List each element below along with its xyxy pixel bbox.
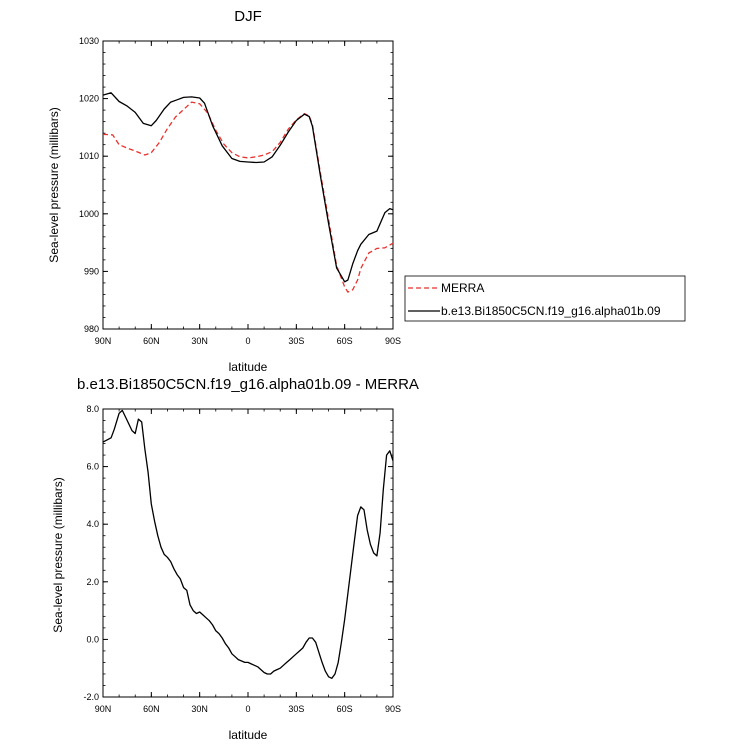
bottom-y-tick-label: 4.0 bbox=[86, 519, 99, 529]
top-y-tick-label: 1000 bbox=[79, 209, 99, 219]
legend: MERRA b.e13.Bi1850C5CN.f19_g16.alpha01b.… bbox=[404, 275, 686, 322]
bottom-series-line-0 bbox=[102, 409, 394, 679]
bottom-x-tick-label: 30S bbox=[288, 704, 304, 714]
top-chart-title: DJF bbox=[234, 8, 262, 25]
top-x-tick-label: 0 bbox=[245, 336, 250, 346]
legend-label-merra: MERRA bbox=[441, 281, 484, 295]
bottom-x-tick-label: 90N bbox=[95, 704, 112, 714]
bottom-series-lines bbox=[102, 409, 394, 679]
bottom-y-axis-label: Sea-level pressure (millibars) bbox=[51, 477, 65, 632]
difference-panel: b.e13.Bi1850C5CN.f19_g16.alpha01b.09 - M… bbox=[51, 376, 419, 742]
legend-box bbox=[404, 275, 686, 322]
bottom-y-tick-label: 0.0 bbox=[86, 634, 99, 644]
bottom-y-tick-label: -2.0 bbox=[83, 692, 99, 702]
bottom-chart-title: b.e13.Bi1850C5CN.f19_g16.alpha01b.09 - M… bbox=[77, 376, 419, 393]
bottom-y-tick-label: 2.0 bbox=[86, 577, 99, 587]
bottom-plot-frame bbox=[102, 408, 394, 698]
top-y-tick-label: 1030 bbox=[79, 36, 99, 46]
top-x-tick-label: 90N bbox=[95, 336, 112, 346]
bottom-x-tick-label: 0 bbox=[245, 704, 250, 714]
legend-label-model: b.e13.Bi1850C5CN.f19_g16.alpha01b.09 bbox=[441, 304, 661, 318]
top-y-tick-label: 1020 bbox=[79, 94, 99, 104]
top-y-tick-label: 990 bbox=[84, 266, 99, 276]
top-y-axis-label: Sea-level pressure (millibars) bbox=[47, 107, 61, 262]
bottom-y-tick-label: 8.0 bbox=[86, 404, 99, 414]
top-y-tick-label: 980 bbox=[84, 324, 99, 334]
bottom-x-tick-label: 60S bbox=[337, 704, 353, 714]
top-y-tick-label: 1010 bbox=[79, 151, 99, 161]
top-plot-frame bbox=[102, 40, 394, 330]
bottom-x-tick-label: 30N bbox=[191, 704, 208, 714]
top-x-tick-label: 60S bbox=[337, 336, 353, 346]
top-x-tick-label: 90S bbox=[385, 336, 401, 346]
top-x-tick-label: 30S bbox=[288, 336, 304, 346]
top-series-lines bbox=[102, 92, 394, 293]
djf-panel: DJF 90N 60N 30N 0 30S 60S 90S 980 990 1000 1010 102… bbox=[47, 8, 686, 374]
top-x-axis-label: latitude bbox=[229, 360, 268, 374]
bottom-axes: 90N 60N 30N 0 30S 60S 90S -2.0 0.0 2.0 4.0 6.0 8.0 bbox=[83, 404, 401, 714]
bottom-x-tick-label: 90S bbox=[385, 704, 401, 714]
top-x-tick-label: 60N bbox=[143, 336, 160, 346]
top-axes: 90N 60N 30N 0 30S 60S 90S 980 990 1000 1010 1020 103… bbox=[79, 36, 401, 346]
bottom-x-tick-label: 60N bbox=[143, 704, 160, 714]
top-x-tick-label: 30N bbox=[191, 336, 208, 346]
top-series-line-1 bbox=[102, 92, 394, 283]
top-series-line-0 bbox=[102, 101, 394, 293]
bottom-y-tick-label: 6.0 bbox=[86, 462, 99, 472]
bottom-x-axis-label: latitude bbox=[229, 728, 268, 742]
